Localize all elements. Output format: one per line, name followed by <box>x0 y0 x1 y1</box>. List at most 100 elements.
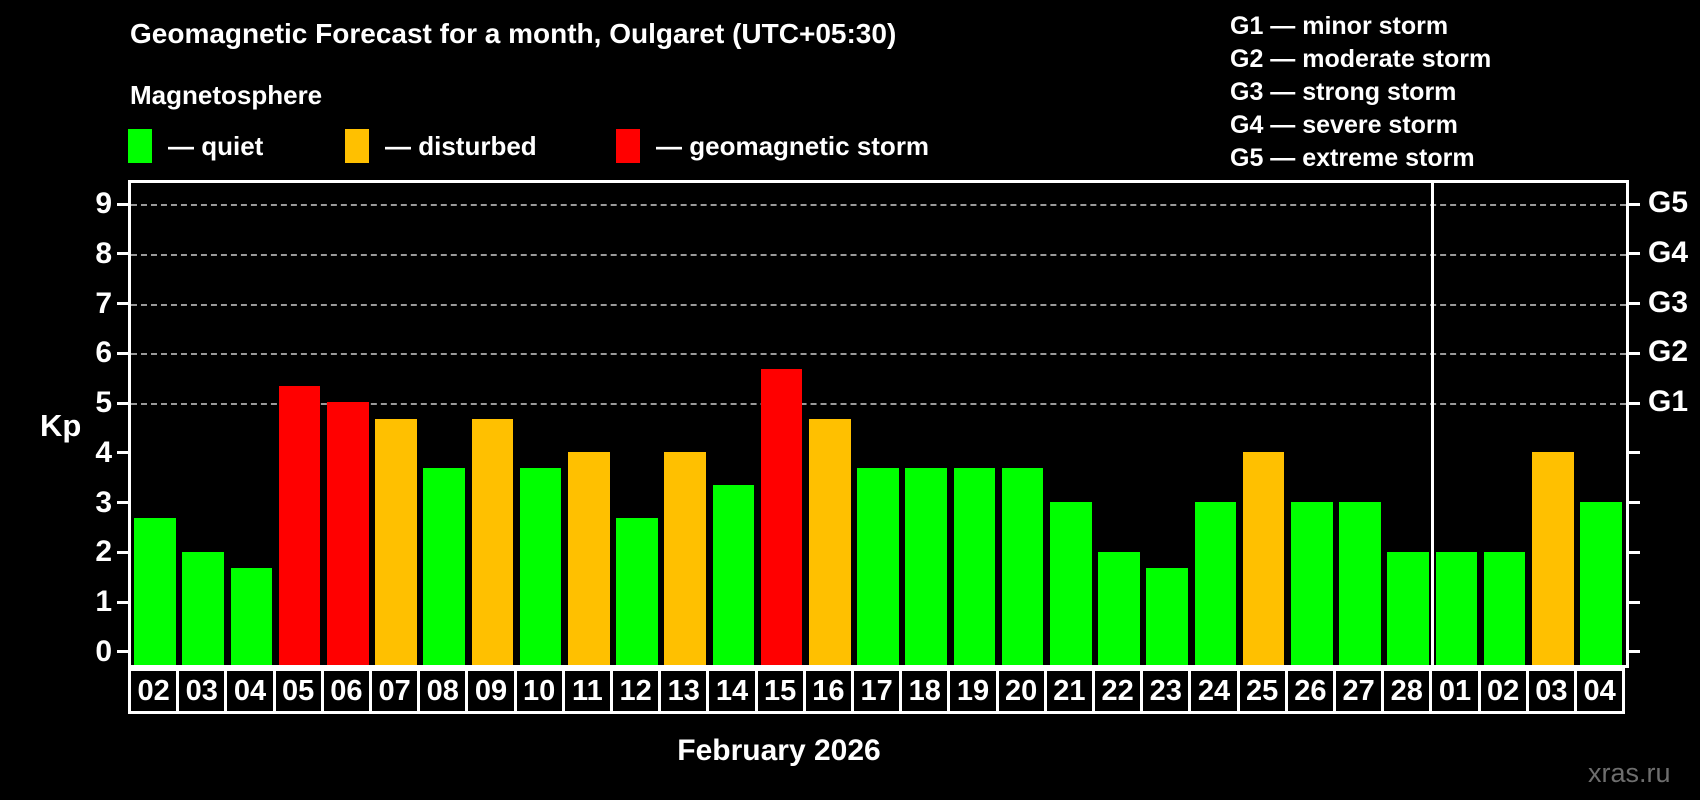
day-label-cell-01: 01 <box>1429 668 1481 714</box>
kp-bar-day-26 <box>1291 501 1333 665</box>
storm-scale-legend: G1 — minor storm G2 — moderate storm G3 — … <box>1230 10 1491 175</box>
right-axis-tick-6 <box>1629 351 1640 355</box>
kp-bar-day-07 <box>375 418 417 665</box>
kp-bar-day-11 <box>568 452 610 665</box>
y-axis-tick-3 <box>117 501 128 504</box>
day-label-cell-07: 07 <box>369 668 421 714</box>
legend-label-disturbed: — disturbed <box>385 130 537 161</box>
y-axis-tick-7 <box>117 302 128 305</box>
day-label-cell-14: 14 <box>706 668 758 714</box>
y-axis-label-9: 9 <box>95 187 112 220</box>
kp-bar-day-15 <box>760 368 803 665</box>
legend-item-storm: — geomagnetic storm <box>616 128 929 164</box>
kp-bar-day-12 <box>616 518 658 665</box>
legend-item-quiet: — quiet <box>128 128 263 164</box>
kp-bar-day-02 <box>134 518 176 665</box>
day-label-cell-18: 18 <box>899 668 951 714</box>
y-axis-label-5: 5 <box>95 386 112 419</box>
right-axis-tick-2 <box>1629 550 1640 554</box>
y-axis-title: Kp <box>40 408 82 443</box>
legend-item-disturbed: — disturbed <box>345 128 537 164</box>
day-label-cell-15: 15 <box>754 668 806 714</box>
y-axis-tick-5 <box>117 401 128 405</box>
day-label-cell-20: 20 <box>995 668 1047 714</box>
day-label-cell-25: 25 <box>1236 668 1288 714</box>
storm-scale-line-G2: G2 — moderate storm <box>1230 45 1492 73</box>
day-label-cell-16: 16 <box>802 668 854 714</box>
gridline-kp8 <box>131 253 1626 256</box>
day-label-cell-19: 19 <box>947 668 999 714</box>
kp-bar-day-10 <box>519 468 562 665</box>
day-label-cell-04: 04 <box>1574 668 1626 714</box>
right-axis-tick-0 <box>1629 650 1640 654</box>
kp-bar-day-23 <box>1146 567 1188 665</box>
month-label: February 2026 <box>677 734 881 767</box>
kp-bar-day-06 <box>327 402 369 665</box>
day-label-cell-23: 23 <box>1140 668 1192 714</box>
day-label-cell-17: 17 <box>851 668 903 714</box>
legend-swatch-disturbed <box>345 129 369 163</box>
gridline-kp9 <box>131 204 1626 206</box>
kp-bar-day-19 <box>953 468 996 665</box>
right-axis-tick-1 <box>1629 600 1640 604</box>
right-axis-tick-5 <box>1629 401 1640 405</box>
day-label-cell-08: 08 <box>417 668 469 714</box>
gridline-kp5 <box>131 403 1626 405</box>
kp-bar-day-16 <box>809 418 851 665</box>
right-axis-tick-9 <box>1629 202 1640 206</box>
y-axis-label-0: 0 <box>95 634 112 668</box>
legend-label-storm: — geomagnetic storm <box>656 130 930 161</box>
gridline-kp7 <box>131 303 1626 306</box>
kp-bar-day-20 <box>1001 468 1044 665</box>
y-axis-label-1: 1 <box>95 585 112 618</box>
g-level-label-G3: G3 <box>1648 285 1689 319</box>
watermark: xras.ru <box>1588 758 1671 788</box>
kp-bar-day-04 <box>230 567 273 665</box>
gridline-kp6 <box>131 353 1626 356</box>
g-level-label-G2: G2 <box>1648 335 1689 369</box>
day-label-cell-03: 03 <box>176 668 228 714</box>
y-axis-label-7: 7 <box>95 286 112 320</box>
day-label-cell-28: 28 <box>1381 668 1433 714</box>
g-level-label-G1: G1 <box>1648 385 1689 418</box>
month-separator-line <box>1430 183 1434 665</box>
kp-bar-day-14 <box>712 485 755 665</box>
day-label-cell-09: 09 <box>465 668 517 714</box>
kp-bar-day-18 <box>905 468 947 665</box>
y-axis-label-6: 6 <box>95 336 112 370</box>
y-axis-tick-8 <box>117 252 128 256</box>
kp-bar-day-02 <box>1483 551 1526 665</box>
y-axis-tick-2 <box>117 550 128 554</box>
right-axis-tick-7 <box>1629 302 1640 305</box>
status-legend: — quiet — disturbed — geomagnetic storm <box>0 128 1100 164</box>
day-label-cell-02: 02 <box>1477 668 1529 714</box>
y-axis-tick-4 <box>117 451 128 455</box>
kp-bar-day-27 <box>1339 501 1381 665</box>
plot-area <box>128 180 1629 668</box>
legend-swatch-quiet <box>128 129 152 163</box>
day-label-cell-21: 21 <box>1043 668 1095 714</box>
right-axis-tick-3 <box>1629 501 1640 504</box>
kp-bar-day-28 <box>1387 551 1429 665</box>
y-axis-label-3: 3 <box>95 485 112 519</box>
day-label-cell-04: 04 <box>224 668 276 714</box>
kp-bar-day-13 <box>664 452 706 665</box>
kp-bar-day-03 <box>182 551 224 665</box>
y-axis-label-2: 2 <box>95 535 112 569</box>
g-level-label-G5: G5 <box>1648 186 1689 219</box>
kp-bar-day-08 <box>423 468 465 665</box>
kp-bar-day-22 <box>1098 551 1140 665</box>
storm-scale-line-G5: G5 — extreme storm <box>1230 144 1475 172</box>
kp-bar-day-21 <box>1050 501 1092 665</box>
legend-label-quiet: — quiet <box>168 130 264 161</box>
day-label-cell-10: 10 <box>513 668 565 714</box>
day-label-cell-02: 02 <box>128 668 180 714</box>
g-level-label-G4: G4 <box>1648 235 1689 269</box>
kp-bar-day-01 <box>1435 551 1478 665</box>
day-label-cell-22: 22 <box>1092 668 1144 714</box>
day-label-cell-06: 06 <box>320 668 372 714</box>
kp-bar-day-03 <box>1532 452 1574 665</box>
right-axis-tick-8 <box>1629 252 1640 256</box>
kp-bar-day-05 <box>278 385 321 665</box>
